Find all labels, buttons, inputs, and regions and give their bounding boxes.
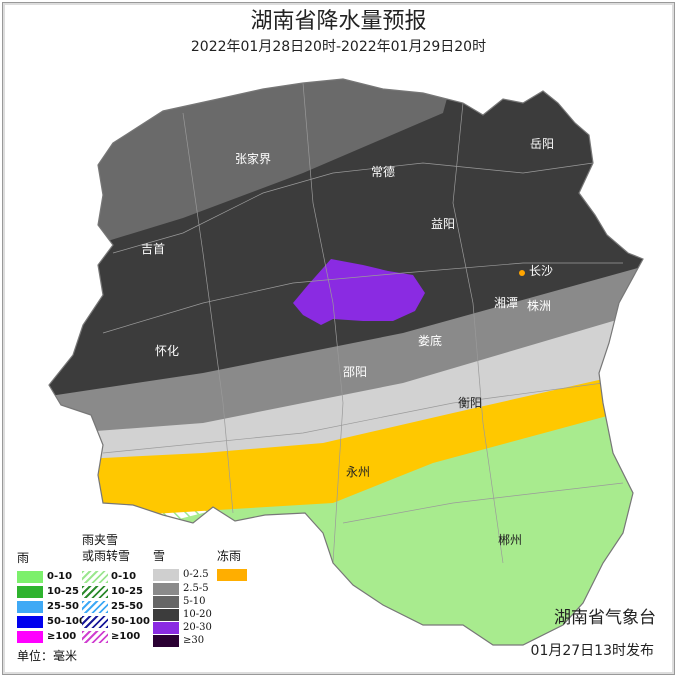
legend-swatch-sleet-100	[82, 631, 108, 643]
city-huaihua: 怀化	[155, 344, 179, 358]
page-title: 湖南省降水量预报	[250, 9, 427, 34]
legend-swatch-snow-20-30	[153, 622, 179, 634]
city-shaoyang: 邵阳	[343, 365, 367, 379]
city-xiangtan: 湘潭	[494, 295, 518, 310]
legend-label: 5-10	[183, 596, 206, 607]
legend-swatch-snow-5-10	[153, 596, 179, 608]
legend-label: 50-100	[111, 616, 150, 627]
forecast-period: 2022年01月28日20时-2022年01月29日20时	[190, 39, 487, 55]
issuer: 湖南省气象台	[554, 608, 656, 628]
city-loudi: 娄底	[418, 333, 442, 348]
legend-swatch-sleet-25-50	[82, 601, 108, 613]
legend-swatch-rain-50-100	[17, 616, 43, 628]
legend-swatch-snow-30	[153, 635, 179, 647]
legend-label: 25-50	[47, 601, 79, 612]
city-jishou: 吉首	[141, 242, 165, 256]
legend-label: 2.5-5	[183, 583, 209, 594]
hunan-map: 张家界 常德 岳阳 吉首 益阳 长沙 湘潭 株洲 怀化 娄底 邵阳 衡阳 永州 …	[48, 78, 644, 646]
city-yueyang: 岳阳	[530, 137, 554, 151]
legend-label: 0-2.5	[183, 569, 209, 580]
issue-time: 01月27日13时发布	[530, 643, 654, 659]
legend-label: ≥100	[111, 631, 141, 642]
city-yiyang: 益阳	[431, 217, 455, 231]
legend-sleet-title-2: 或雨转雪	[82, 549, 131, 563]
city-changsha: 长沙	[529, 264, 553, 278]
city-hengyang: 衡阳	[458, 396, 482, 410]
city-labels: 张家界 常德 岳阳 吉首 益阳 长沙 湘潭 株洲 怀化 娄底 邵阳 衡阳 永州 …	[141, 137, 554, 547]
legend-label: 10-20	[183, 609, 212, 620]
city-changde: 常德	[371, 164, 395, 179]
legend-swatch-sleet-10-25	[82, 586, 108, 598]
county-boundaries	[102, 82, 624, 564]
legend-swatch-rain-0-10	[17, 571, 43, 583]
province-outline	[48, 78, 644, 646]
capital-marker	[519, 270, 525, 276]
legend-label: 10-25	[47, 586, 79, 597]
snow-20-30-area	[293, 259, 425, 325]
legend-snow-title: 雪	[153, 549, 166, 563]
legend-label: 0-10	[47, 571, 73, 582]
legend-unit: 单位：毫米	[17, 649, 78, 663]
legend-label: 50-100	[47, 616, 86, 627]
legend-label: 25-50	[111, 601, 143, 612]
city-zhuzhou: 株洲	[527, 298, 551, 313]
legend-swatch-snow-0-2.5	[153, 569, 179, 581]
legend: 雨 雨夹雪 或雨转雪 雪 冻雨 0-10 10-25 25-50 50-100 …	[15, 533, 255, 668]
legend-swatch-rain-10-25	[17, 586, 43, 598]
snow-5-10-area	[49, 79, 473, 273]
city-zhangjiajie: 张家界	[235, 151, 271, 166]
legend-label: 10-25	[111, 586, 143, 597]
legend-label: ≥100	[47, 631, 77, 642]
legend-label: 20-30	[183, 622, 212, 633]
city-yongzhou: 永州	[346, 465, 370, 479]
legend-swatch-snow-2.5-5	[153, 583, 179, 595]
legend-rain-title: 雨	[17, 551, 30, 565]
legend-freezing-rain-title: 冻雨	[217, 549, 242, 563]
legend-swatch-sleet-0-10	[82, 571, 108, 583]
legend-swatch-sleet-50-100	[82, 616, 108, 628]
legend-swatch-rain-100	[17, 631, 43, 643]
legend-sleet-title-1: 雨夹雪	[82, 533, 119, 547]
legend-label: ≥30	[183, 635, 205, 646]
city-chenzhou: 郴州	[498, 533, 522, 547]
legend-swatch-snow-10-20	[153, 609, 179, 621]
legend-label: 0-10	[111, 571, 137, 582]
legend-swatch-rain-25-50	[17, 601, 43, 613]
legend-swatch-freezing-rain	[217, 569, 247, 581]
